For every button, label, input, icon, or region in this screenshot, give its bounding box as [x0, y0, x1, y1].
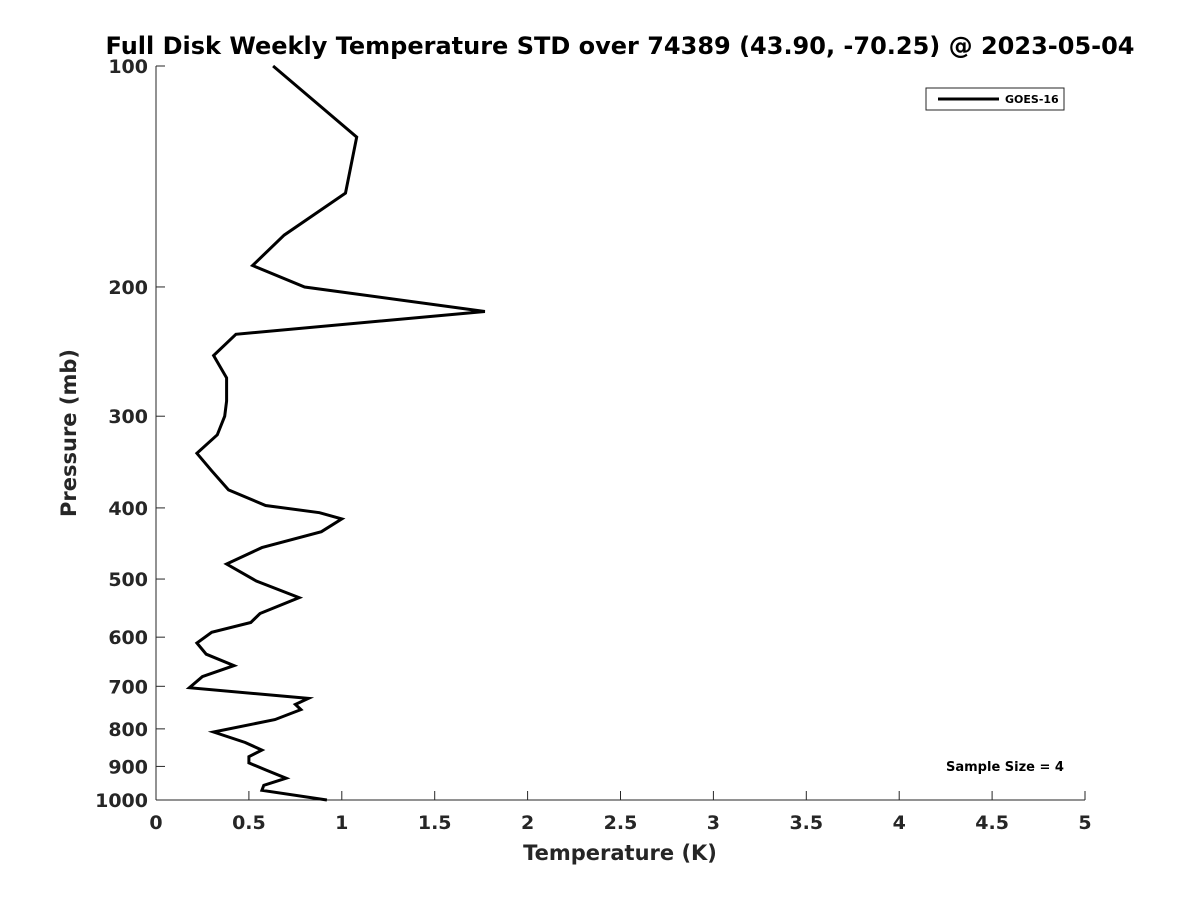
plot-area [156, 66, 1085, 800]
y-tick-label: 100 [108, 56, 148, 78]
legend: GOES-16 [925, 87, 1065, 111]
x-tick-label: 5 [1078, 812, 1091, 834]
sample-size-annotation: Sample Size = 4 [946, 760, 1064, 775]
y-tick-label: 200 [108, 277, 148, 299]
y-tick-label: 500 [108, 569, 148, 591]
series-group [185, 64, 486, 802]
x-tick-label: 0.5 [232, 812, 266, 834]
y-tick-label: 600 [108, 627, 148, 649]
x-tick-label: 1.5 [418, 812, 452, 834]
x-tick-label: 2 [521, 812, 534, 834]
y-tick-label: 1000 [95, 790, 148, 812]
x-tick-label: 1 [335, 812, 348, 834]
y-tick-label: 400 [108, 498, 148, 520]
y-ticks: 100 200 300 400 500 600 700 800 900 1000 [95, 56, 165, 812]
x-ticks: 0 0.5 1 1.5 2 2.5 3 3.5 4 4.5 5 [149, 791, 1092, 834]
y-tick-label: 900 [108, 756, 148, 778]
x-tick-label: 0 [149, 812, 162, 834]
y-tick-label: 300 [108, 406, 148, 428]
x-tick-label: 4 [893, 812, 906, 834]
chart-title: Full Disk Weekly Temperature STD over 74… [106, 32, 1135, 60]
x-tick-label: 2.5 [604, 812, 638, 834]
series-line-goes-16 [185, 64, 486, 802]
y-tick-label: 800 [108, 719, 148, 741]
x-tick-label: 3.5 [789, 812, 823, 834]
y-tick-label: 700 [108, 676, 148, 698]
y-axis-label: Pressure (mb) [57, 349, 81, 517]
x-tick-label: 4.5 [975, 812, 1009, 834]
x-tick-label: 3 [707, 812, 720, 834]
legend-label-goes-16: GOES-16 [1005, 93, 1059, 106]
x-axis-label: Temperature (K) [523, 841, 717, 865]
